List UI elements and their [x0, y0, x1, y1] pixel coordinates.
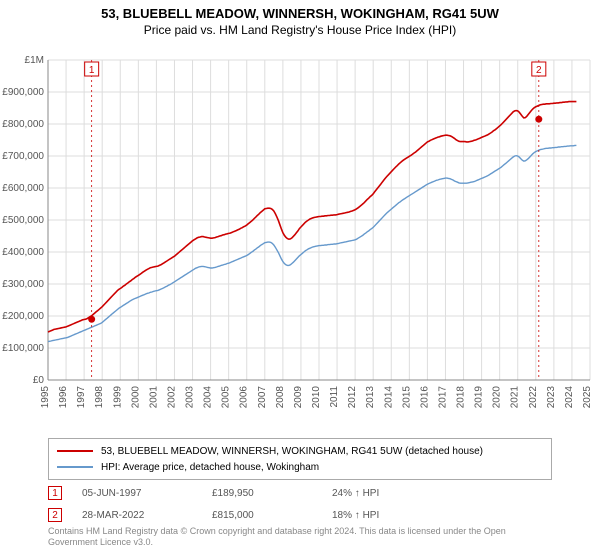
svg-text:1998: 1998 — [94, 386, 105, 409]
svg-text:£800,000: £800,000 — [2, 119, 44, 130]
svg-text:2019: 2019 — [474, 386, 485, 409]
svg-text:1995: 1995 — [40, 386, 51, 409]
page-title: 53, BLUEBELL MEADOW, WINNERSH, WOKINGHAM… — [0, 0, 600, 21]
table-row: 1 05-JUN-1997 £189,950 24% ↑ HPI — [48, 484, 552, 502]
footnote: Contains HM Land Registry data © Crown c… — [48, 526, 552, 548]
legend-swatch — [57, 450, 93, 452]
page-subtitle: Price paid vs. HM Land Registry's House … — [0, 21, 600, 41]
svg-text:2009: 2009 — [293, 386, 304, 409]
svg-text:£300,000: £300,000 — [2, 279, 44, 290]
svg-text:1997: 1997 — [76, 386, 87, 409]
svg-text:2023: 2023 — [546, 386, 557, 409]
svg-text:2016: 2016 — [419, 386, 430, 409]
svg-text:1: 1 — [89, 65, 95, 76]
svg-text:2003: 2003 — [185, 386, 196, 409]
svg-text:2010: 2010 — [311, 386, 322, 409]
svg-text:1999: 1999 — [112, 386, 123, 409]
svg-text:2021: 2021 — [510, 386, 521, 409]
legend-label: HPI: Average price, detached house, Woki… — [101, 462, 319, 473]
svg-text:£600,000: £600,000 — [2, 183, 44, 194]
svg-text:2001: 2001 — [148, 386, 159, 409]
tx-date: 28-MAR-2022 — [82, 510, 212, 521]
svg-text:£400,000: £400,000 — [2, 247, 44, 258]
tx-marker-icon: 1 — [48, 486, 62, 500]
svg-text:2011: 2011 — [329, 386, 340, 408]
svg-text:2017: 2017 — [437, 386, 448, 409]
tx-price: £189,950 — [212, 488, 332, 499]
svg-text:£200,000: £200,000 — [2, 311, 44, 322]
tx-price: £815,000 — [212, 510, 332, 521]
svg-text:£0: £0 — [33, 375, 45, 386]
legend: 53, BLUEBELL MEADOW, WINNERSH, WOKINGHAM… — [48, 438, 552, 480]
line-chart: £0 £100,000 £200,000 £300,000 £400,000 £500,0… — [0, 50, 600, 430]
tx-date: 05-JUN-1997 — [82, 488, 212, 499]
svg-text:2025: 2025 — [582, 386, 593, 409]
svg-text:£1M: £1M — [25, 55, 44, 66]
svg-text:2013: 2013 — [365, 386, 376, 409]
transaction-table: 1 05-JUN-1997 £189,950 24% ↑ HPI 2 28-MA… — [48, 480, 552, 524]
svg-text:2002: 2002 — [166, 386, 177, 409]
table-row: 2 28-MAR-2022 £815,000 18% ↑ HPI — [48, 506, 552, 524]
legend-swatch — [57, 466, 93, 468]
svg-text:£100,000: £100,000 — [2, 343, 44, 354]
legend-item: 53, BLUEBELL MEADOW, WINNERSH, WOKINGHAM… — [57, 443, 543, 459]
tx-delta: 18% ↑ HPI — [332, 510, 442, 521]
svg-text:2020: 2020 — [492, 386, 503, 409]
svg-text:2007: 2007 — [257, 386, 268, 409]
tx-marker-icon: 2 — [48, 508, 62, 522]
svg-text:£500,000: £500,000 — [2, 215, 44, 226]
svg-text:2005: 2005 — [221, 386, 232, 409]
svg-text:2004: 2004 — [203, 386, 214, 409]
svg-text:2024: 2024 — [564, 386, 575, 409]
svg-text:£900,000: £900,000 — [2, 87, 44, 98]
svg-text:£700,000: £700,000 — [2, 151, 44, 162]
svg-text:2015: 2015 — [401, 386, 412, 409]
legend-item: HPI: Average price, detached house, Woki… — [57, 459, 543, 475]
svg-text:2000: 2000 — [130, 386, 141, 409]
legend-label: 53, BLUEBELL MEADOW, WINNERSH, WOKINGHAM… — [101, 446, 483, 457]
chart-container: 53, BLUEBELL MEADOW, WINNERSH, WOKINGHAM… — [0, 0, 600, 560]
svg-text:1996: 1996 — [58, 386, 69, 409]
tx-delta: 24% ↑ HPI — [332, 488, 442, 499]
svg-text:2018: 2018 — [456, 386, 467, 409]
svg-text:2: 2 — [536, 65, 542, 76]
svg-text:2012: 2012 — [347, 386, 358, 409]
svg-text:2022: 2022 — [528, 386, 539, 409]
svg-text:2008: 2008 — [275, 386, 286, 409]
svg-text:2014: 2014 — [383, 386, 394, 409]
svg-text:2006: 2006 — [239, 386, 250, 409]
